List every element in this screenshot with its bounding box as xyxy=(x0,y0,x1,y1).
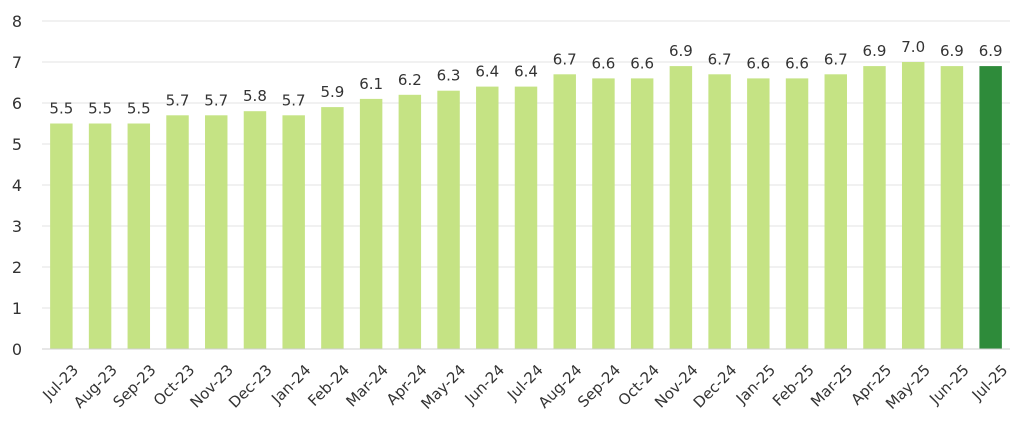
data-label: 6.6 xyxy=(746,54,770,72)
data-label: 5.9 xyxy=(320,83,344,101)
x-tick-label: Dec-24 xyxy=(690,361,741,412)
bar xyxy=(437,90,460,349)
bar xyxy=(282,115,305,349)
data-labels: 5.5 5.5 5.5 5.7 5.7 5.8 5.7 5.9 6.1 6.2 6.3 6.4 6.4 6… xyxy=(49,38,1002,118)
data-label: 6.2 xyxy=(398,71,422,89)
bar xyxy=(553,74,576,350)
data-label: 5.7 xyxy=(204,91,228,109)
bar xyxy=(785,78,809,350)
bar xyxy=(50,123,73,349)
y-tick-label: 6 xyxy=(12,94,22,113)
bar xyxy=(205,115,228,349)
data-label: 6.9 xyxy=(979,42,1003,60)
x-tick-label: Jul-25 xyxy=(968,361,1012,405)
x-axis-ticks: Jul-23Aug-23Sep-23Oct-23Nov-23Dec-23Jan-… xyxy=(39,361,1012,413)
data-label: 6.7 xyxy=(553,50,577,68)
bar xyxy=(514,86,538,349)
x-tick-label: Aug-24 xyxy=(535,361,586,412)
x-tick-label: Feb-24 xyxy=(304,361,353,410)
y-tick-label: 7 xyxy=(12,53,22,72)
data-label: 6.3 xyxy=(437,67,461,85)
bar xyxy=(127,123,151,349)
data-label: 5.7 xyxy=(166,91,190,109)
data-label: 5.5 xyxy=(88,100,112,118)
data-label: 5.8 xyxy=(243,87,267,105)
x-tick-label: Sep-23 xyxy=(110,361,160,411)
bar xyxy=(940,66,964,349)
bar xyxy=(592,78,615,350)
data-label: 5.7 xyxy=(282,91,306,109)
bar xyxy=(901,62,925,349)
x-tick-label: Jun-25 xyxy=(925,361,972,408)
data-label: 6.6 xyxy=(592,54,616,72)
bar xyxy=(243,111,267,349)
data-label: 6.4 xyxy=(475,63,499,81)
bar xyxy=(88,123,112,349)
bar xyxy=(863,66,886,349)
data-label: 7.0 xyxy=(901,38,925,56)
bar xyxy=(747,78,770,350)
data-label: 6.9 xyxy=(863,42,887,60)
y-tick-label: 3 xyxy=(12,217,22,236)
bar xyxy=(166,115,189,349)
x-tick-label: Aug-23 xyxy=(70,361,121,412)
bar xyxy=(979,66,1002,349)
bar xyxy=(708,74,731,350)
bar xyxy=(669,66,693,349)
data-label: 5.5 xyxy=(49,100,73,118)
x-tick-label: Feb-25 xyxy=(769,361,818,410)
x-tick-label: Dec-23 xyxy=(225,361,276,412)
bar xyxy=(398,94,422,349)
bar xyxy=(824,74,847,350)
y-tick-label: 0 xyxy=(12,340,22,359)
x-tick-label: Mar-24 xyxy=(342,361,391,410)
y-tick-label: 4 xyxy=(12,176,22,195)
bar xyxy=(321,107,344,349)
y-tick-label: 1 xyxy=(12,299,22,318)
bar xyxy=(630,78,654,350)
data-label: 6.4 xyxy=(514,63,538,81)
y-tick-label: 2 xyxy=(12,258,22,277)
x-tick-label: Jun-24 xyxy=(461,361,508,408)
bar xyxy=(359,98,383,350)
data-label: 6.9 xyxy=(940,42,964,60)
y-tick-label: 5 xyxy=(12,135,22,154)
data-label: 6.9 xyxy=(669,42,693,60)
y-tick-label: 8 xyxy=(12,12,22,31)
data-label: 6.7 xyxy=(708,50,732,68)
x-tick-label: Sep-24 xyxy=(574,361,624,411)
data-label: 6.1 xyxy=(359,75,383,93)
data-label: 6.6 xyxy=(785,54,809,72)
data-label: 6.7 xyxy=(824,50,848,68)
data-label: 6.6 xyxy=(630,54,654,72)
data-label: 5.5 xyxy=(127,100,151,118)
bars xyxy=(50,62,1002,350)
bar xyxy=(476,86,499,349)
x-tick-label: Mar-25 xyxy=(807,361,856,410)
y-axis-ticks: 0 1 2 3 4 5 6 7 8 xyxy=(12,12,22,359)
